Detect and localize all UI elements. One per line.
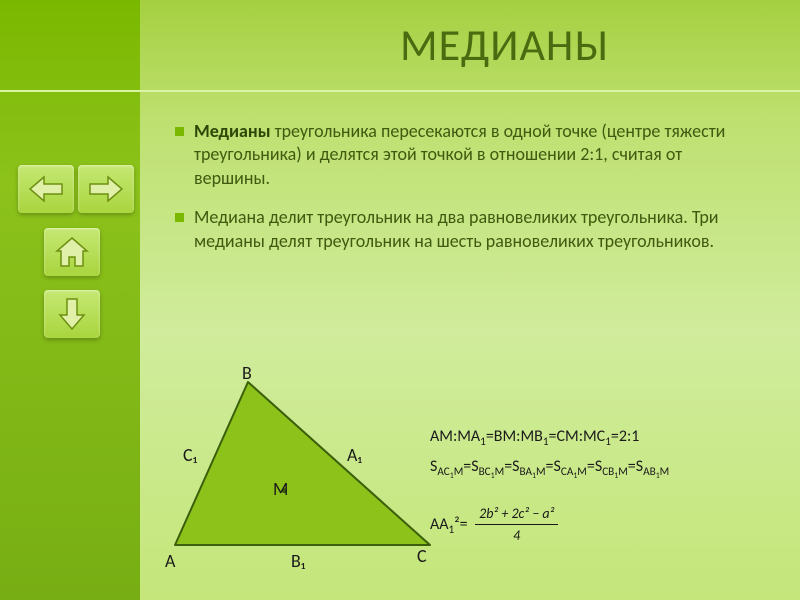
- home-icon: [54, 236, 90, 268]
- triangle-svg: [155, 370, 445, 570]
- label-C: C: [417, 545, 427, 567]
- triangle-figure: B C₁ A₁ M A B₁ C: [155, 370, 445, 570]
- frac-num: 2b² + 2c² − a²: [475, 503, 558, 525]
- bullet-text: Медиана делит треугольник на два равнове…: [194, 206, 719, 251]
- bullet-1: Медианы треугольника пересекаются в одно…: [175, 120, 760, 190]
- bullet-2: Медиана делит треугольник на два равнове…: [175, 206, 760, 253]
- content: Медианы треугольника пересекаются в одно…: [175, 120, 760, 269]
- formulas: AM:MA1=BM:MB1=CM:MC1=2:1 SAC1M=SBC1M=SBA…: [430, 425, 790, 546]
- frac-den: 4: [475, 525, 558, 546]
- label-A1: A₁: [347, 444, 362, 466]
- formula-ratio: AM:MA1=BM:MB1=CM:MC1=2:1: [430, 425, 790, 451]
- label-M: M: [273, 478, 288, 500]
- bullet-lead: Медианы: [194, 120, 271, 142]
- label-B1: B₁: [291, 550, 305, 572]
- bullet-marker: [175, 127, 184, 136]
- label-A: A: [165, 550, 175, 572]
- down-button[interactable]: [44, 290, 100, 338]
- label-B: B: [242, 362, 252, 384]
- deco-line: [0, 90, 800, 92]
- back-button[interactable]: [18, 165, 74, 213]
- next-button[interactable]: [78, 165, 134, 213]
- bullet-marker: [175, 213, 184, 222]
- formula-areas: SAC1M=SBC1M=SBA1M=SCA1M=SCB1M=SAB1M: [430, 455, 790, 483]
- arrow-down-icon: [58, 297, 86, 331]
- formula-median-length: AA1²= 2b² + 2c² − a² 4: [430, 503, 790, 546]
- bullet-text: треугольника пересекаются в одной точке …: [194, 120, 725, 189]
- label-C1: C₁: [183, 444, 197, 466]
- arrow-right-icon: [88, 175, 124, 203]
- home-button[interactable]: [44, 228, 100, 276]
- arrow-left-icon: [28, 175, 64, 203]
- page-title: МЕДИАНЫ: [400, 18, 609, 72]
